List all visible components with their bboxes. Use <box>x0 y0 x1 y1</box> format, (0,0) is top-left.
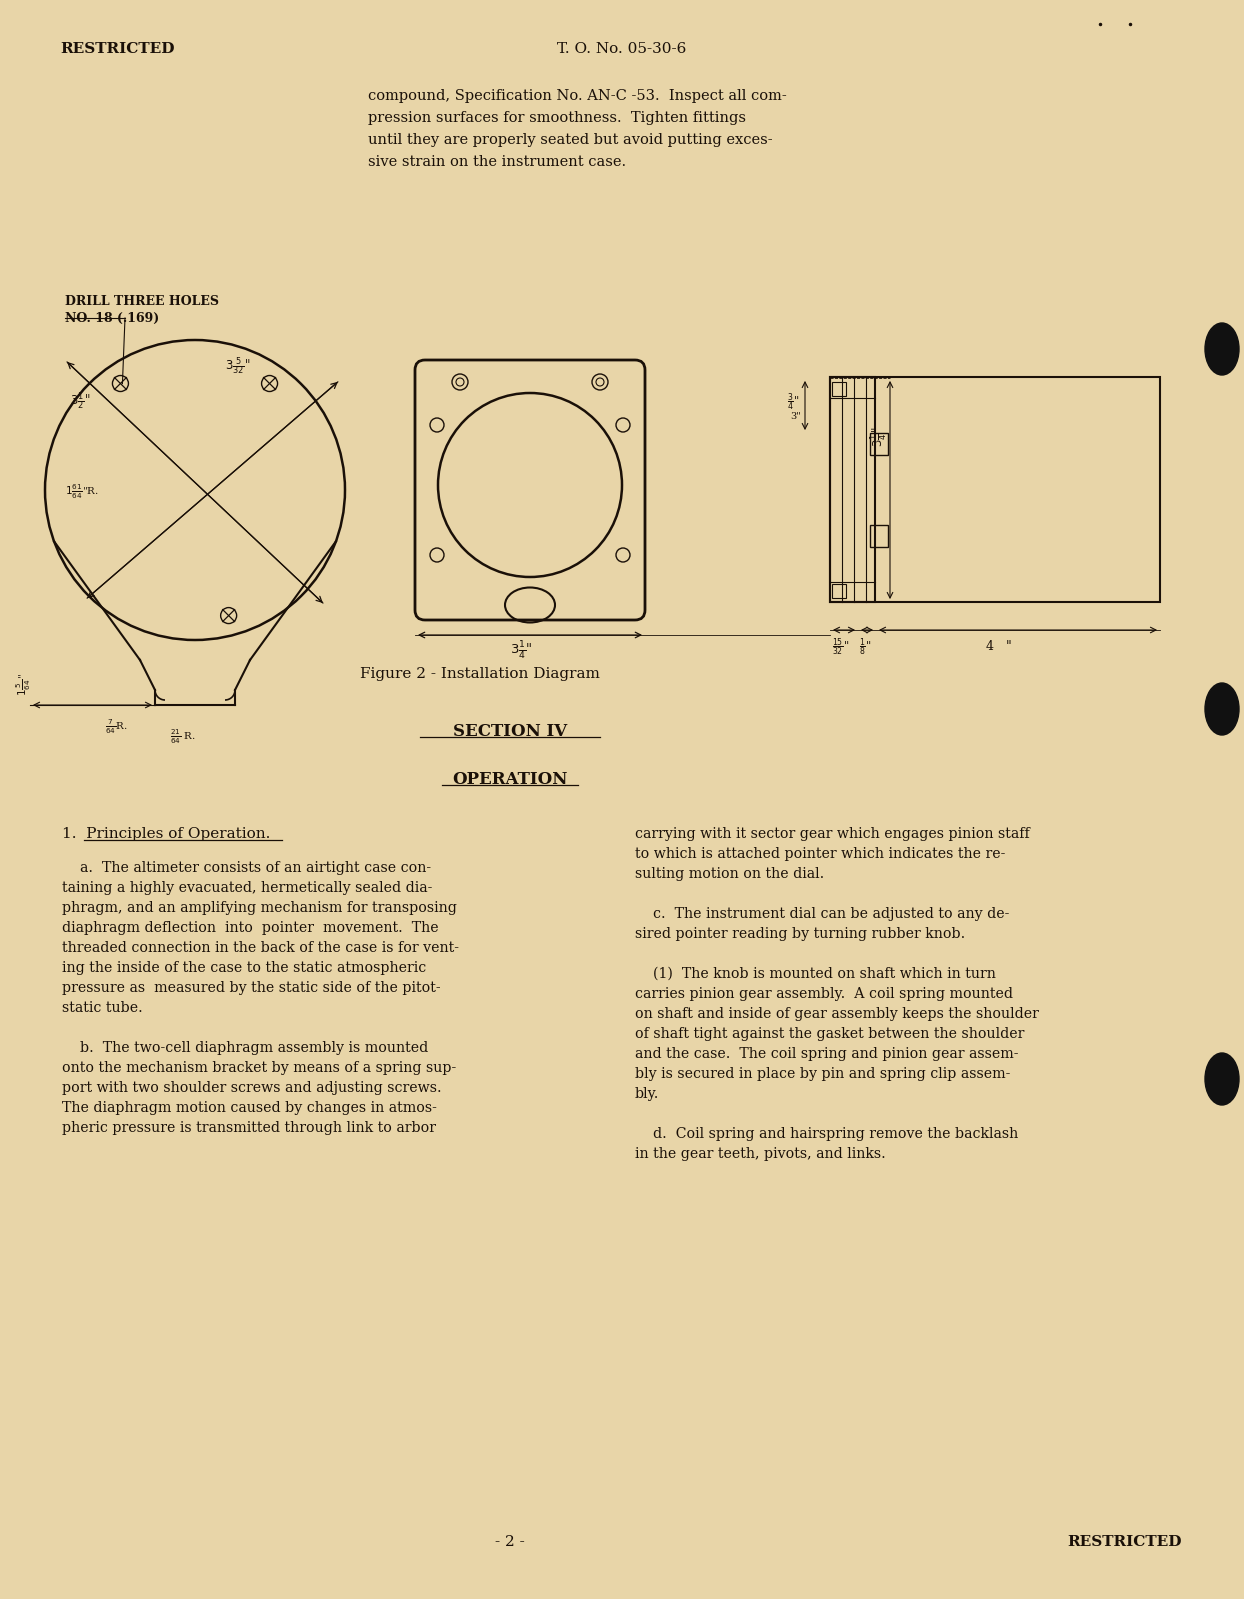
Bar <box>832 584 846 598</box>
Text: pheric pressure is transmitted through link to arbor: pheric pressure is transmitted through l… <box>62 1121 435 1135</box>
Text: taining a highly evacuated, hermetically sealed dia-: taining a highly evacuated, hermetically… <box>62 881 433 895</box>
Text: on shaft and inside of gear assembly keeps the shoulder: on shaft and inside of gear assembly kee… <box>634 1007 1039 1022</box>
Text: a.  The altimeter consists of an airtight case con-: a. The altimeter consists of an airtight… <box>62 860 432 875</box>
Text: to which is attached pointer which indicates the re-: to which is attached pointer which indic… <box>634 847 1005 860</box>
Text: $\frac{1}{8}$": $\frac{1}{8}$" <box>860 636 872 657</box>
Text: $3\frac{5}{32}$": $3\frac{5}{32}$" <box>225 355 251 377</box>
Text: phragm, and an amplifying mechanism for transposing: phragm, and an amplifying mechanism for … <box>62 900 457 915</box>
Text: until they are properly seated but avoid putting exces-: until they are properly seated but avoid… <box>368 133 773 147</box>
Text: $1\frac{61}{64}$"R.: $1\frac{61}{64}$"R. <box>65 483 100 500</box>
Text: and the case.  The coil spring and pinion gear assem-: and the case. The coil spring and pinion… <box>634 1047 1019 1062</box>
Bar <box>832 382 846 397</box>
Text: (1)  The knob is mounted on shaft which in turn: (1) The knob is mounted on shaft which i… <box>634 967 996 982</box>
Text: RESTRICTED: RESTRICTED <box>60 42 174 56</box>
Ellipse shape <box>1205 683 1239 736</box>
Text: pression surfaces for smoothness.  Tighten fittings: pression surfaces for smoothness. Tighte… <box>368 110 746 125</box>
Text: pressure as  measured by the static side of the pitot-: pressure as measured by the static side … <box>62 982 440 995</box>
Text: onto the mechanism bracket by means of a spring sup-: onto the mechanism bracket by means of a… <box>62 1062 457 1075</box>
Text: - 2 -: - 2 - <box>495 1535 525 1549</box>
Text: T. O. No. 05-30-6: T. O. No. 05-30-6 <box>557 42 687 56</box>
Bar <box>830 377 1159 601</box>
Text: Figure 2 - Installation Diagram: Figure 2 - Installation Diagram <box>360 667 600 681</box>
Text: sulting motion on the dial.: sulting motion on the dial. <box>634 867 825 881</box>
Text: diaphragm deflection  into  pointer  movement.  The: diaphragm deflection into pointer moveme… <box>62 921 439 935</box>
Text: $1\frac{5}{64}$": $1\frac{5}{64}$" <box>15 673 34 696</box>
Text: 3": 3" <box>790 413 801 421</box>
Text: bly.: bly. <box>634 1087 659 1102</box>
Text: The diaphragm motion caused by changes in atmos-: The diaphragm motion caused by changes i… <box>62 1102 437 1115</box>
Text: ing the inside of the case to the static atmospheric: ing the inside of the case to the static… <box>62 961 427 975</box>
Text: of shaft tight against the gasket between the shoulder: of shaft tight against the gasket betwee… <box>634 1027 1024 1041</box>
Bar <box>830 377 875 601</box>
Text: DRILL THREE HOLES: DRILL THREE HOLES <box>65 294 219 309</box>
Ellipse shape <box>1205 323 1239 376</box>
Bar <box>870 433 888 456</box>
Text: SECTION IV: SECTION IV <box>453 723 567 740</box>
Text: $\frac{15}{32}$": $\frac{15}{32}$" <box>832 636 850 657</box>
Text: sive strain on the instrument case.: sive strain on the instrument case. <box>368 155 626 169</box>
Text: in the gear teeth, pivots, and links.: in the gear teeth, pivots, and links. <box>634 1146 886 1161</box>
Text: b.  The two-cell diaphragm assembly is mounted: b. The two-cell diaphragm assembly is mo… <box>62 1041 428 1055</box>
Text: bly is secured in place by pin and spring clip assem-: bly is secured in place by pin and sprin… <box>634 1067 1010 1081</box>
Ellipse shape <box>1205 1054 1239 1105</box>
Text: 1.  Principles of Operation.: 1. Principles of Operation. <box>62 827 270 841</box>
Text: NO. 18 (.169): NO. 18 (.169) <box>65 312 159 325</box>
Text: static tube.: static tube. <box>62 1001 143 1015</box>
Text: $\frac{7}{64}$R.: $\frac{7}{64}$R. <box>104 718 128 736</box>
Text: OPERATION: OPERATION <box>453 771 567 788</box>
Text: $\frac{3}{4}$": $\frac{3}{4}$" <box>787 392 800 413</box>
Text: port with two shoulder screws and adjusting screws.: port with two shoulder screws and adjust… <box>62 1081 442 1095</box>
Text: $\frac{21}{64}$ R.: $\frac{21}{64}$ R. <box>170 728 197 747</box>
Text: 4   ": 4 " <box>986 640 1011 652</box>
Text: $3\frac{1}{4}$": $3\frac{1}{4}$" <box>510 640 532 662</box>
Text: sired pointer reading by turning rubber knob.: sired pointer reading by turning rubber … <box>634 927 965 940</box>
Text: $3\frac{1}{2}$": $3\frac{1}{2}$" <box>70 390 91 413</box>
Text: compound, Specification No. AN-C -53.  Inspect all com-: compound, Specification No. AN-C -53. In… <box>368 90 786 102</box>
Text: $3\frac{1}{4}$": $3\frac{1}{4}$" <box>868 427 889 448</box>
Text: RESTRICTED: RESTRICTED <box>1067 1535 1182 1549</box>
Bar <box>870 524 888 547</box>
Text: carries pinion gear assembly.  A coil spring mounted: carries pinion gear assembly. A coil spr… <box>634 987 1013 1001</box>
Text: threaded connection in the back of the case is for vent-: threaded connection in the back of the c… <box>62 940 459 955</box>
Text: d.  Coil spring and hairspring remove the backlash: d. Coil spring and hairspring remove the… <box>634 1127 1019 1142</box>
Text: c.  The instrument dial can be adjusted to any de-: c. The instrument dial can be adjusted t… <box>634 907 1009 921</box>
Text: carrying with it sector gear which engages pinion staff: carrying with it sector gear which engag… <box>634 827 1030 841</box>
